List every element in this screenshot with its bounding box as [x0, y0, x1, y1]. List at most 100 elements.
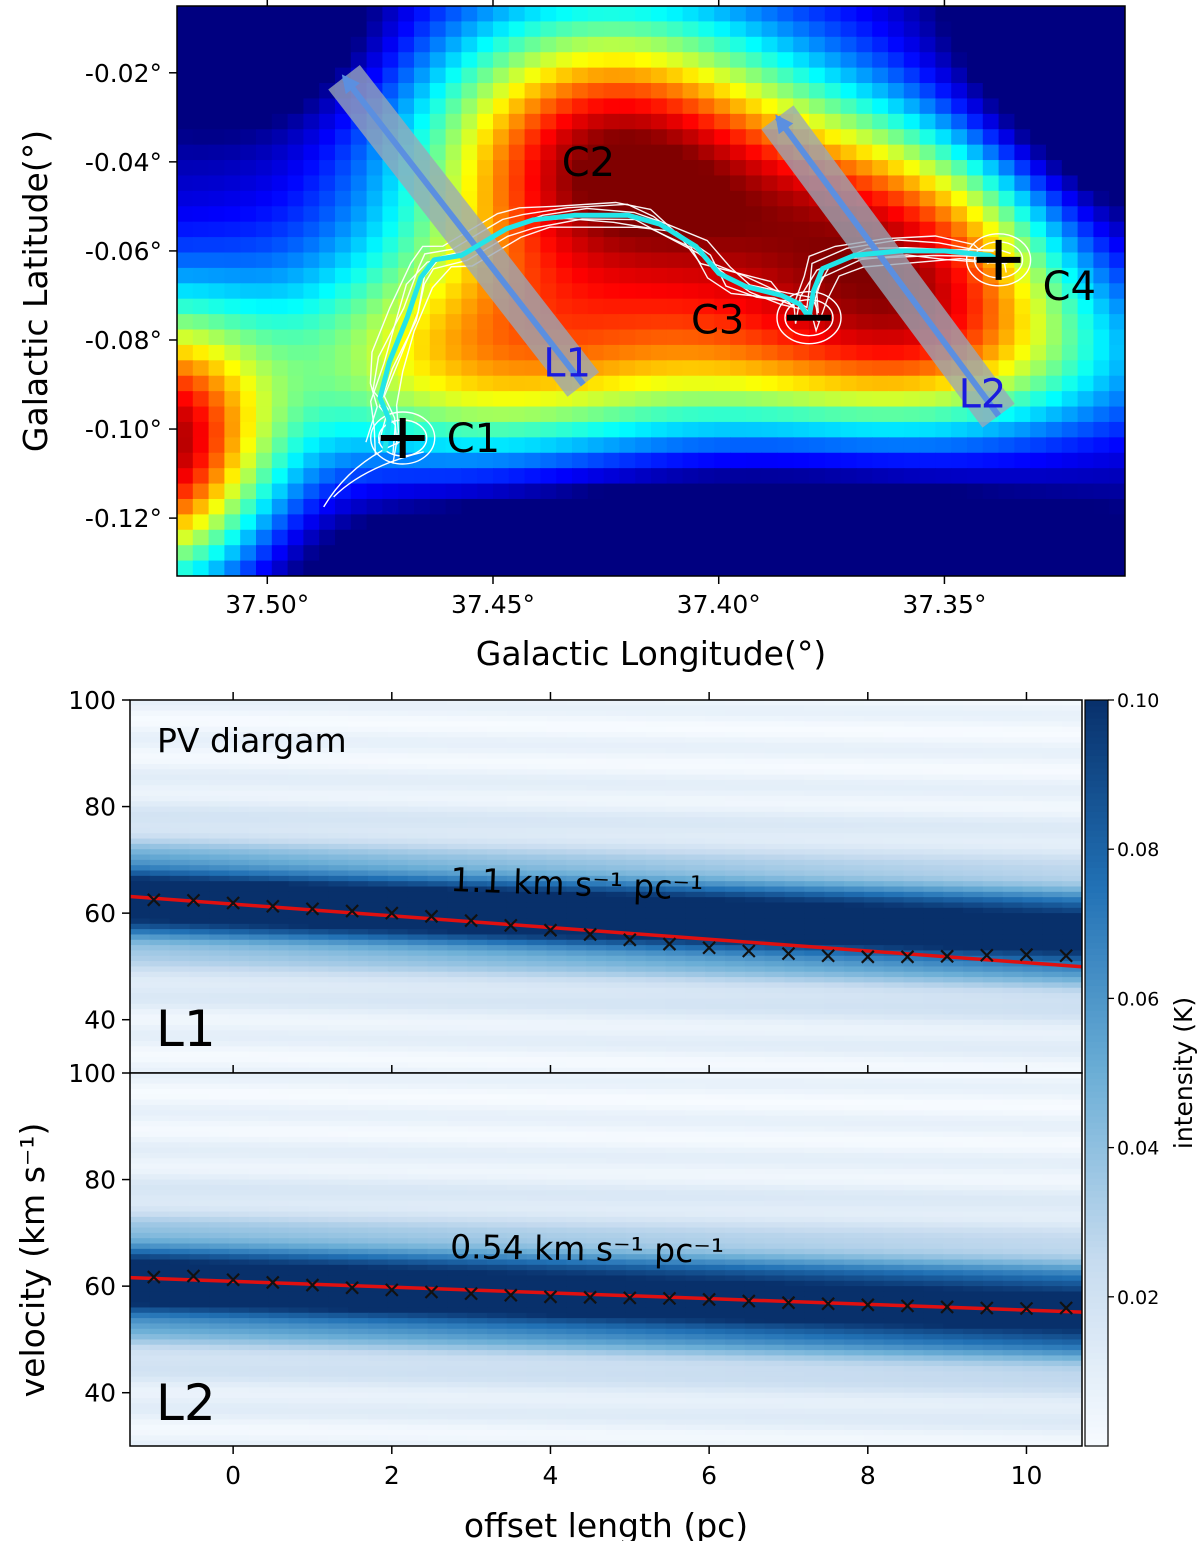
pv1-pixel: [526, 913, 548, 920]
pv1-pixel: [1062, 747, 1082, 754]
map-pixel: [888, 98, 905, 115]
pv1-pixel: [130, 806, 151, 813]
map-pixel: [1061, 314, 1079, 331]
pv1-pixel: [982, 710, 1004, 717]
pv1-pixel: [982, 833, 1004, 840]
pv1-pixel: [209, 859, 230, 866]
pv1-pixel: [368, 923, 389, 930]
map-pixel: [1030, 67, 1047, 84]
pv1-pixel: [725, 742, 746, 749]
pv1-pixel: [447, 833, 468, 840]
pv1-pixel: [268, 843, 290, 850]
map-pixel: [287, 421, 304, 438]
pv1-pixel: [883, 875, 905, 882]
map-pixel: [1061, 190, 1079, 207]
pv1-pixel: [943, 843, 964, 850]
map-pixel: [714, 329, 731, 346]
map-pixel: [256, 406, 273, 423]
map-pixel: [919, 221, 936, 238]
map-pixel: [730, 252, 747, 269]
map-pixel: [445, 36, 462, 53]
pv1-pixel: [487, 753, 508, 760]
map-pixel: [1030, 514, 1047, 531]
map-pixel: [698, 144, 715, 161]
map-pixel: [1061, 252, 1079, 269]
map-pixel: [493, 36, 510, 53]
pv1-pixel: [427, 747, 448, 754]
pv1-pixel: [705, 747, 726, 754]
map-pixel: [824, 375, 842, 392]
map-pixel: [603, 21, 620, 38]
pv1-pixel: [308, 918, 329, 925]
pv1-pixel: [824, 710, 845, 717]
map-pixel: [840, 375, 857, 392]
pv1-pixel: [149, 854, 171, 861]
pv1-pixel: [744, 966, 766, 973]
pv1-pixel: [645, 929, 667, 936]
pv1-pixel: [844, 811, 865, 818]
pv1-pixel: [229, 811, 250, 818]
map-pixel: [935, 98, 952, 115]
pv1-pixel: [209, 971, 230, 978]
pv1-pixel: [368, 753, 389, 760]
pv1-pixel: [130, 833, 151, 840]
pv1-pixel: [348, 886, 369, 893]
pv1-pixel: [387, 763, 409, 770]
map-pixel: [761, 391, 778, 408]
pv1-pixel: [903, 758, 924, 765]
pv1-pixel: [903, 918, 924, 925]
pv1-pixel: [982, 987, 1004, 994]
pv1-pixel: [804, 838, 825, 845]
map-pixel: [682, 36, 699, 53]
pv1-pixel: [1042, 859, 1063, 866]
pv1-pixel: [645, 774, 667, 781]
map-pixel: [335, 545, 352, 562]
pv1-pixel: [348, 907, 369, 914]
pv1-pixel: [804, 827, 825, 834]
pv1-pixel: [863, 854, 885, 861]
pv1-pixel: [963, 843, 984, 850]
map-pixel: [303, 6, 320, 23]
map-pixel: [587, 498, 605, 515]
pv1-pixel: [1062, 993, 1082, 999]
pv1-pixel: [586, 827, 607, 834]
pv1-pixel: [526, 817, 548, 824]
map-pixel: [935, 52, 952, 69]
pv1-pixel: [189, 806, 210, 813]
map-pixel: [967, 421, 984, 438]
map-pixel: [998, 206, 1015, 223]
map-pixel: [287, 375, 304, 392]
pv1-pixel: [1062, 886, 1082, 893]
pv1-pixel: [546, 982, 567, 989]
map-pixel: [761, 344, 778, 361]
map-pixel: [1061, 560, 1079, 576]
map-pixel: [177, 113, 194, 130]
map-pixel: [1077, 113, 1094, 130]
map-pixel: [493, 314, 510, 331]
map-pixel: [730, 129, 747, 146]
pv1-pixel: [744, 710, 766, 717]
pv1-pixel: [784, 811, 805, 818]
pv1-pixel: [189, 763, 210, 770]
map-pixel: [1014, 529, 1031, 546]
pv1-pixel: [804, 785, 825, 792]
pv1-pixel: [625, 854, 647, 861]
map-pixel: [824, 344, 842, 361]
pv1-pixel: [784, 934, 805, 941]
pv1-pixel: [824, 902, 845, 909]
map-pixel: [366, 314, 383, 331]
pv1-pixel: [566, 998, 587, 1005]
pv1-pixel: [487, 747, 508, 754]
map-pixel: [1093, 52, 1110, 69]
map-pixel: [682, 314, 699, 331]
map-pixel: [556, 267, 573, 284]
pv1-pixel: [288, 998, 310, 1005]
map-pixel: [1093, 329, 1110, 346]
pv1-pixel: [368, 870, 389, 877]
map-pixel: [951, 36, 968, 53]
pv1-pixel: [606, 993, 627, 999]
map-pixel: [208, 36, 225, 53]
pv1-pixel: [169, 785, 191, 792]
map-pixel: [524, 529, 541, 546]
map-pixel: [840, 298, 857, 315]
